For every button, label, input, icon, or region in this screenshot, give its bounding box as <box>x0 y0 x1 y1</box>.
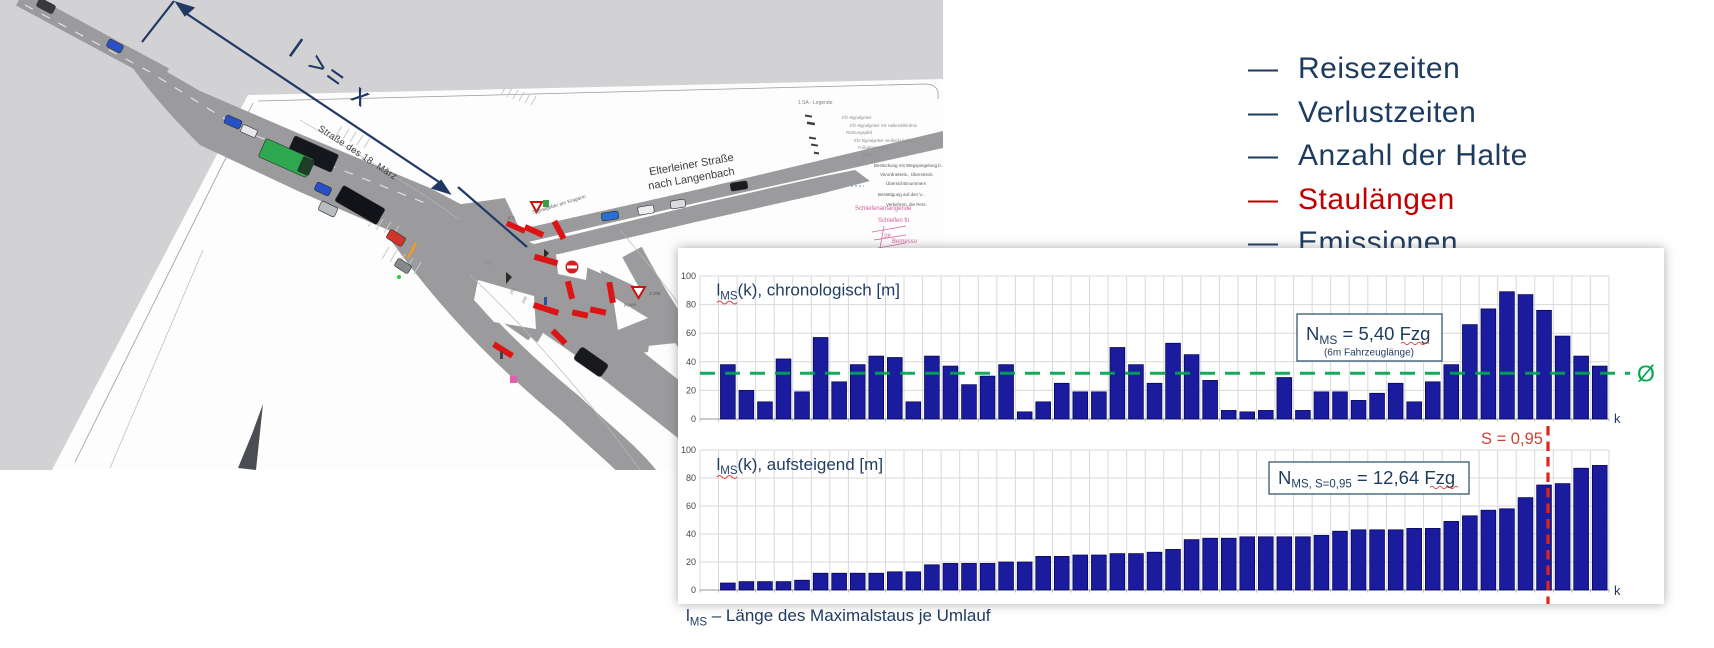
svg-text:20: 20 <box>686 385 696 395</box>
svg-text:[4] NM: [4] NM <box>624 302 636 307</box>
svg-text:40: 40 <box>686 529 696 539</box>
svg-text:100: 100 <box>681 271 696 281</box>
svg-text:28: 28 <box>884 234 891 240</box>
svg-text:206: 206 <box>508 286 516 295</box>
svg-text:0: 0 <box>691 585 696 595</box>
svg-text:Kfz-Signalgeber verdeckt (vgl.: Kfz-Signalgeber verdeckt (vgl. 1 ... <box>854 138 918 143</box>
svg-text:40: 40 <box>686 357 696 367</box>
svg-text:S = 0,95: S = 0,95 <box>1481 430 1543 448</box>
svg-text:0: 0 <box>691 414 696 424</box>
svg-text:100: 100 <box>681 445 696 455</box>
svg-text:60: 60 <box>686 328 696 338</box>
svg-text:[27]: [27] <box>508 215 515 220</box>
svg-text:Fußgängersignal ...: Fußgängersignal ... <box>858 145 894 150</box>
svg-text:Taster: Taster <box>862 152 874 157</box>
svg-text:Bemessu: Bemessu <box>892 239 917 245</box>
svg-text:80: 80 <box>686 473 696 483</box>
svg-text:20: 20 <box>686 557 696 567</box>
svg-text:Z 205: Z 205 <box>649 291 661 296</box>
svg-text:Schleifen fü: Schleifen fü <box>878 218 909 224</box>
svg-text:Kfz-Signalgeber: Kfz-Signalgeber <box>842 115 872 120</box>
svg-text:Verkehren, die Pers.: Verkehren, die Pers. <box>886 202 927 207</box>
svg-text:Richtungspfeil: Richtungspfeil <box>846 130 872 135</box>
svg-text:Bestückung mit Wegspiegelung b: Bestückung mit Wegspiegelung b... <box>874 163 943 168</box>
svg-text:Verordnetenb., Überstreck.: Verordnetenb., Überstreck. <box>880 171 934 177</box>
svg-text:2.62: 2.62 <box>483 258 493 266</box>
svg-text:80: 80 <box>686 300 696 310</box>
svg-text:(6m Fahrzeuglänge): (6m Fahrzeuglänge) <box>1324 348 1414 359</box>
svg-text:k: k <box>1614 411 1621 426</box>
svg-text:Bestätigung auf den V...: Bestätigung auf den V... <box>878 192 926 197</box>
svg-text:lMS(k), aufsteigend [m]: lMS(k), aufsteigend [m] <box>717 455 884 477</box>
svg-text:lMS(k), chronologisch [m]: lMS(k), chronologisch [m] <box>717 281 901 303</box>
svg-text:k: k <box>1614 583 1621 598</box>
svg-text:Ø: Ø <box>1637 361 1655 387</box>
svg-text:Schleifenanfangende: Schleifenanfangende <box>855 206 912 212</box>
svg-text:60: 60 <box>686 501 696 511</box>
svg-text:Kfz-Signalgeber mit Haltestell: Kfz-Signalgeber mit Haltestellenlinie <box>850 123 918 128</box>
svg-text:Übersichtsnummern: Übersichtsnummern <box>886 180 927 186</box>
svg-text:1 SA - Legende: 1 SA - Legende <box>798 100 833 106</box>
svg-text:209: 209 <box>520 295 528 304</box>
